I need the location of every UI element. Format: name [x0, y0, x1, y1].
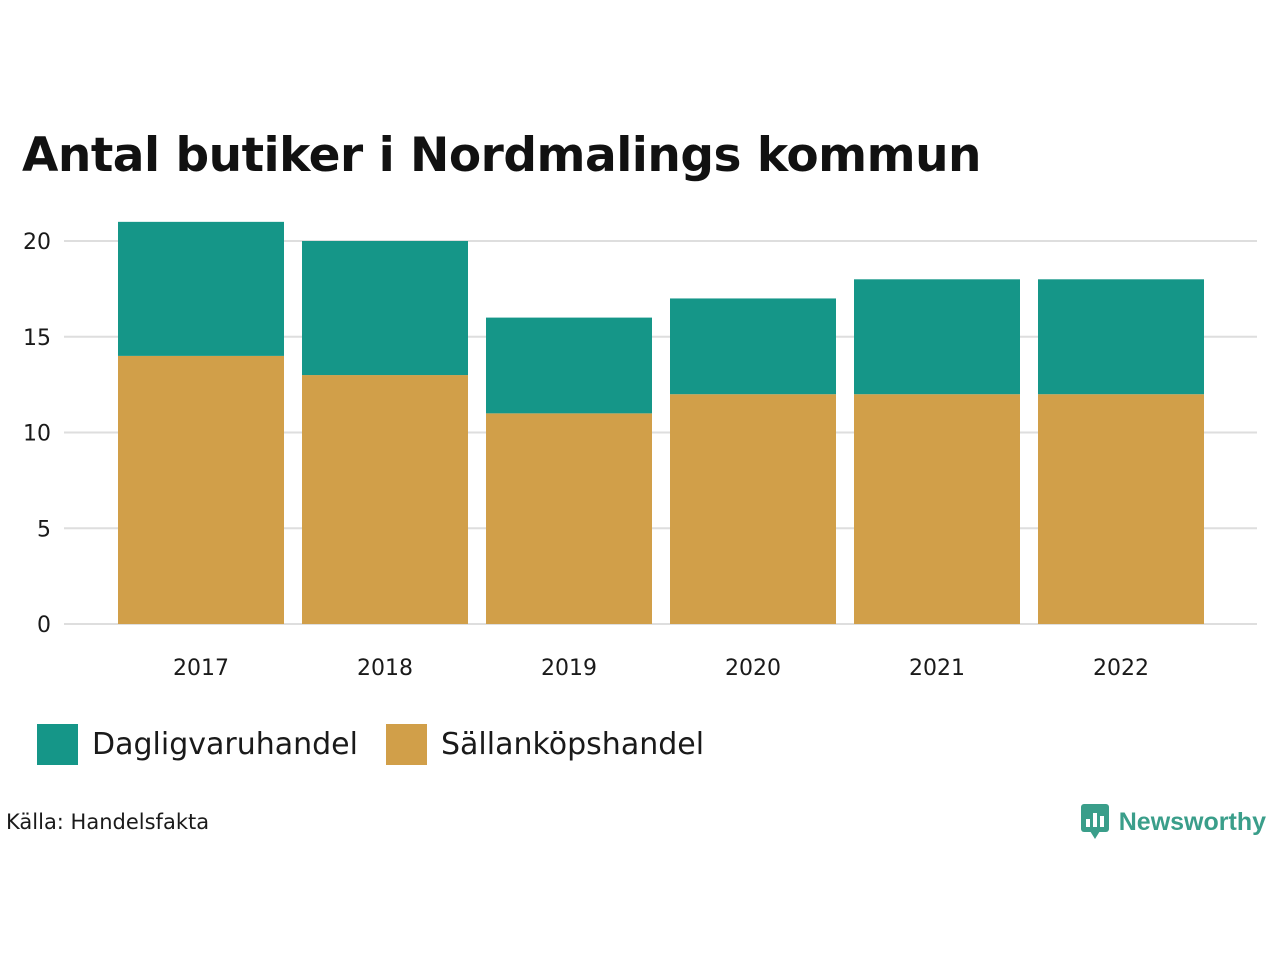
legend: Dagligvaruhandel Sällanköpshandel — [37, 724, 732, 765]
chart-title: Antal butiker i Nordmalings kommun — [22, 128, 982, 183]
bar-s-llank-pshandel-2020 — [670, 394, 836, 624]
brand: Newsworthy — [1080, 804, 1266, 840]
x-axis-ticks: 2017 2018 2019 2020 2021 2022 — [173, 656, 1149, 681]
brand-name: Newsworthy — [1118, 807, 1266, 836]
bar-dagligvaruhandel-2021 — [854, 279, 1020, 395]
legend-swatch-dagligvaruhandel — [37, 724, 78, 765]
y-tick-label: 15 — [23, 326, 51, 351]
y-tick-label: 10 — [23, 422, 51, 447]
bar-s-llank-pshandel-2018 — [302, 375, 468, 624]
source-note: Källa: Handelsfakta — [6, 810, 210, 834]
newsworthy-logo-icon — [1080, 804, 1109, 839]
legend-label-dagligvaruhandel: Dagligvaruhandel — [92, 727, 358, 762]
bar-chart: 0 5 10 15 20 2017 2018 2019 2020 2021 2022 — [23, 221, 1257, 681]
x-tick-label: 2018 — [357, 656, 413, 681]
bar-s-llank-pshandel-2017 — [118, 355, 284, 624]
legend-item-sallankopshandel: Sällanköpshandel — [385, 724, 705, 765]
bar-s-llank-pshandel-2022 — [1038, 394, 1204, 624]
y-tick-label: 20 — [23, 230, 51, 255]
y-tick-label: 0 — [37, 613, 51, 638]
bar-dagligvaruhandel-2020 — [670, 298, 836, 395]
x-tick-label: 2019 — [541, 656, 597, 681]
bar-dagligvaruhandel-2019 — [486, 317, 652, 414]
bars — [118, 221, 1204, 624]
x-tick-label: 2020 — [725, 656, 781, 681]
bar-dagligvaruhandel-2022 — [1038, 279, 1204, 395]
y-axis-ticks: 0 5 10 15 20 — [23, 230, 51, 638]
bar-dagligvaruhandel-2017 — [118, 221, 284, 356]
x-tick-label: 2022 — [1093, 656, 1149, 681]
bar-s-llank-pshandel-2019 — [486, 413, 652, 624]
bar-dagligvaruhandel-2018 — [302, 241, 468, 376]
y-tick-label: 5 — [37, 517, 51, 542]
legend-label-sallankopshandel: Sällanköpshandel — [440, 727, 705, 762]
legend-swatch-sallankopshandel — [385, 724, 427, 765]
x-tick-label: 2017 — [173, 656, 229, 681]
legend-item-dagligvaruhandel: Dagligvaruhandel — [37, 724, 358, 765]
x-tick-label: 2021 — [909, 656, 965, 681]
bar-s-llank-pshandel-2021 — [854, 394, 1020, 624]
